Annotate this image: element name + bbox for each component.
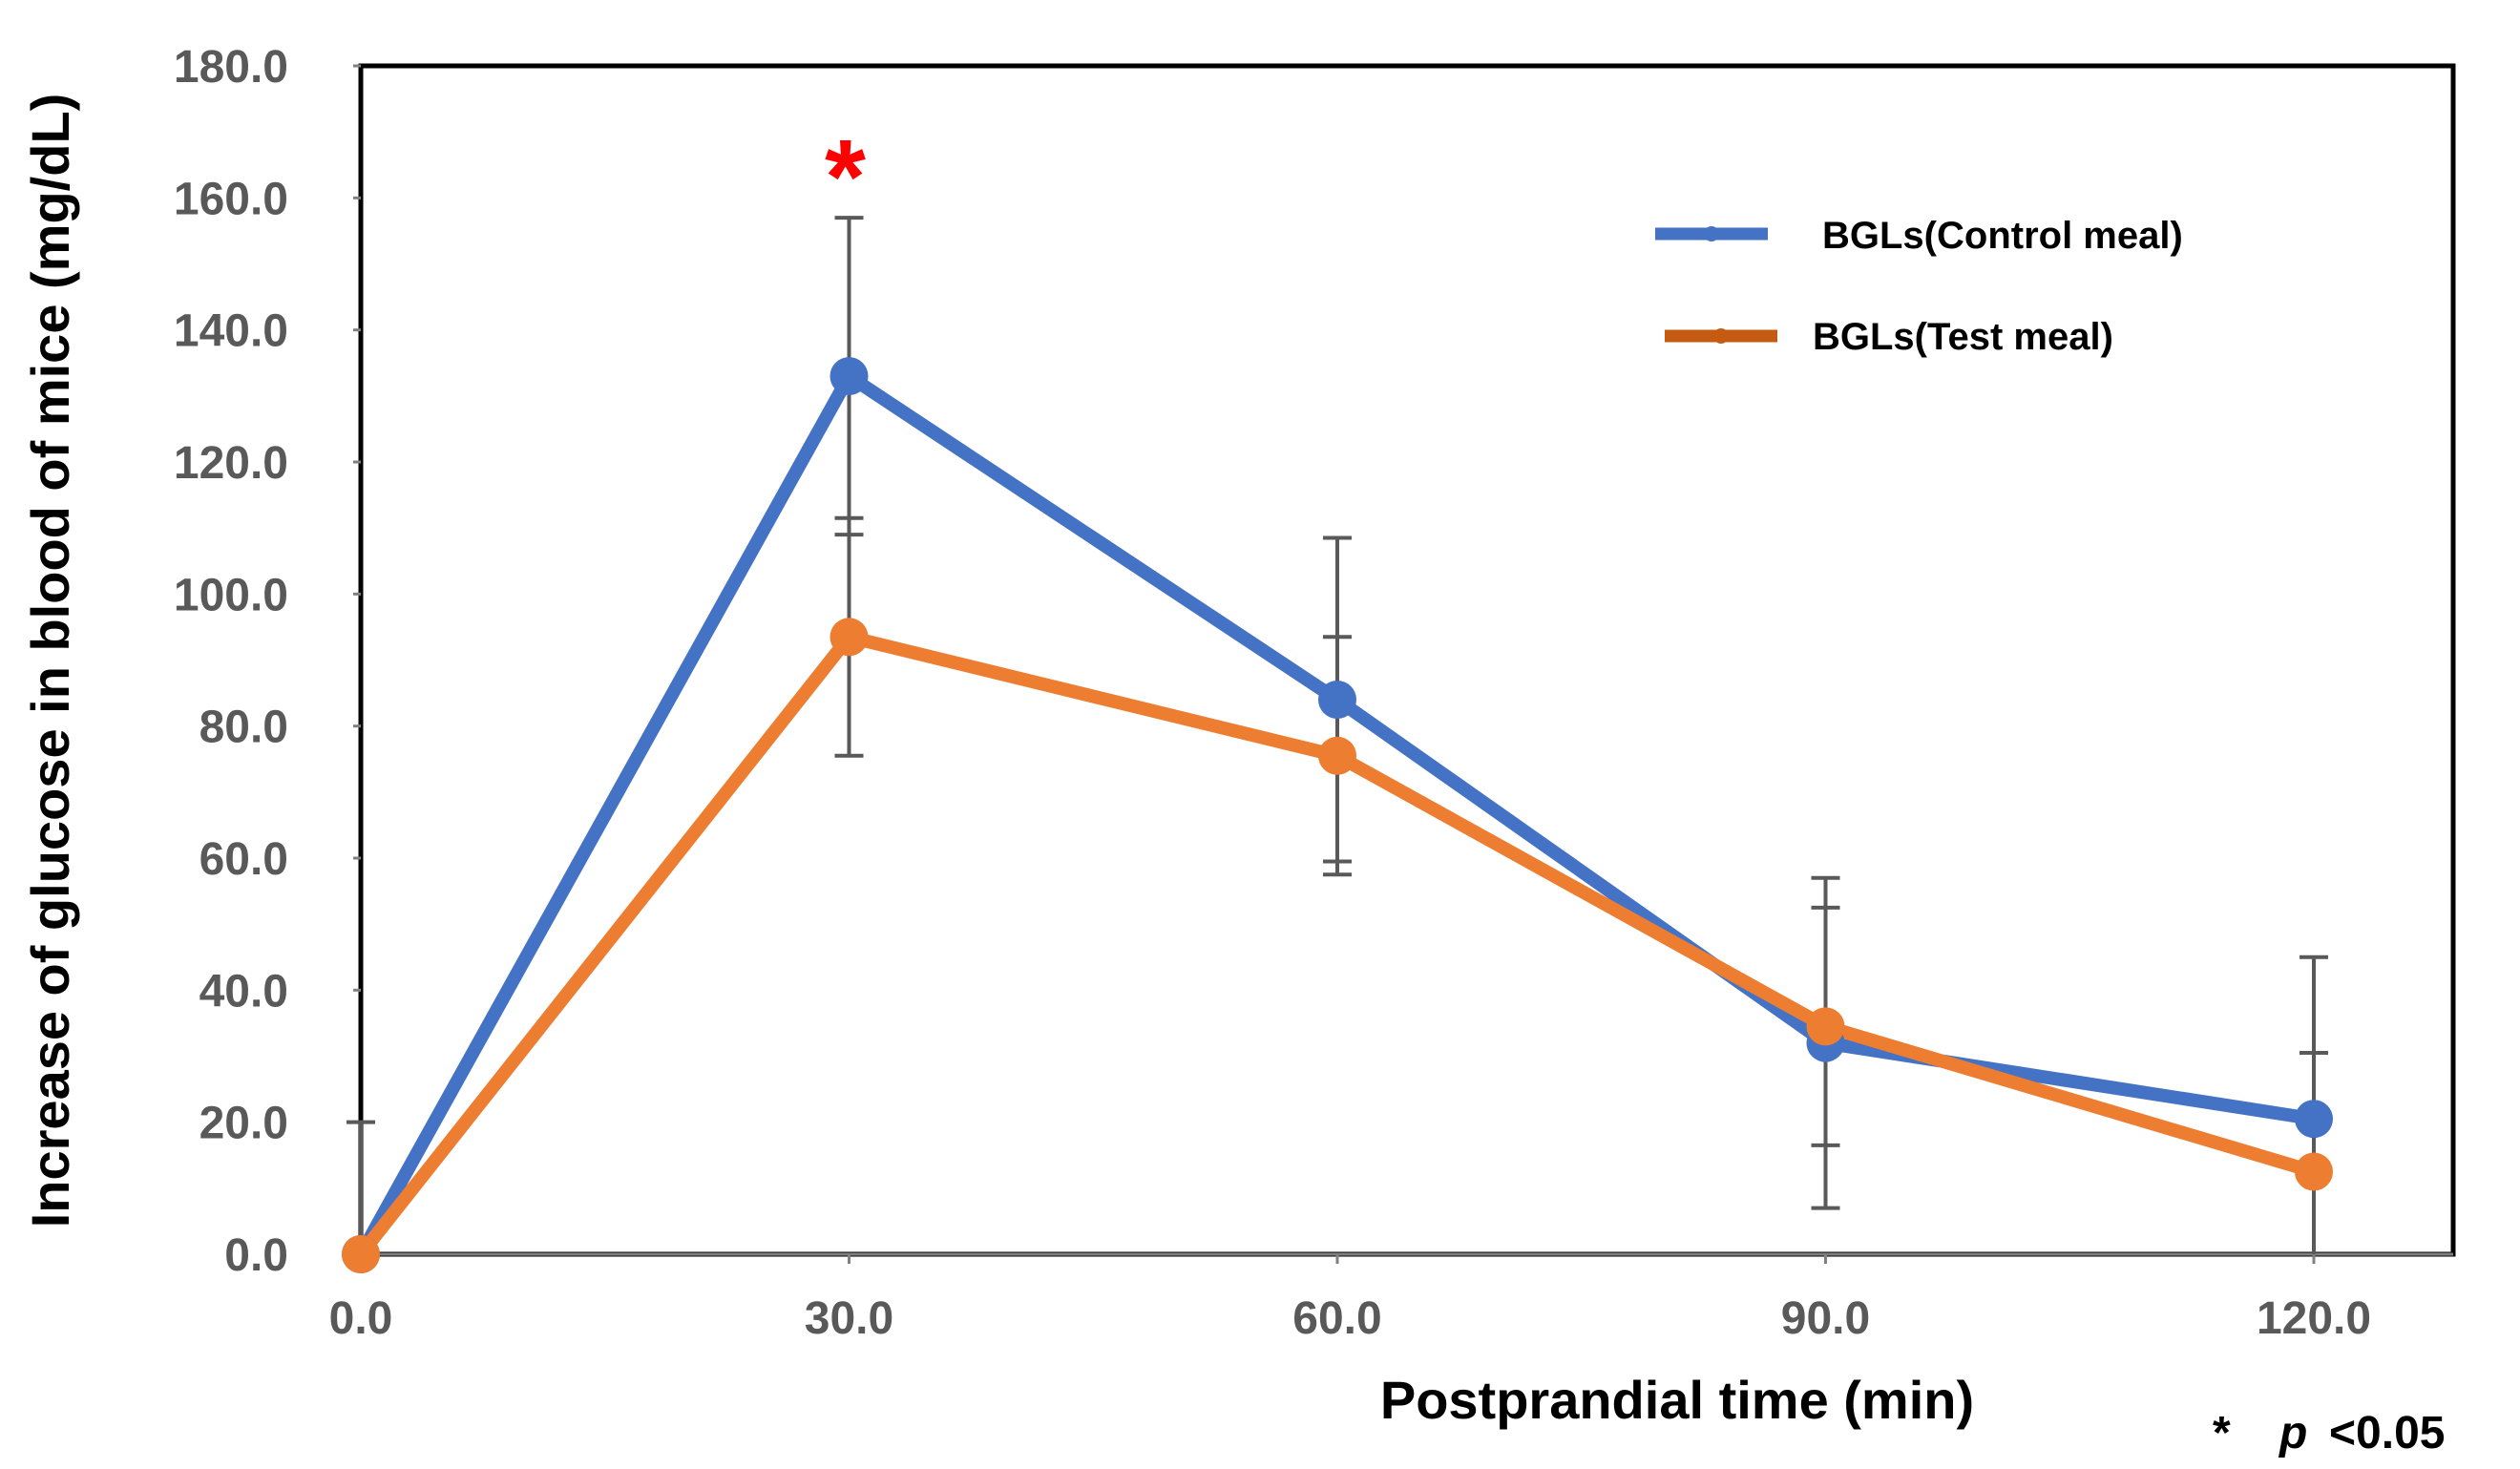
- data-point-control: [2295, 1100, 2333, 1139]
- legend-control-marker: [1704, 226, 1719, 241]
- y-tick-label: 140.0: [174, 306, 288, 357]
- series-markers: [342, 357, 2333, 1273]
- legend: BGLs(Control meal) BGLs(Test meal): [1655, 215, 2183, 358]
- footnote: * p <0.05: [2213, 1408, 2445, 1459]
- data-point-test: [342, 1235, 380, 1273]
- y-tick-label: 180.0: [174, 42, 288, 93]
- footnote-p: p: [2278, 1408, 2307, 1459]
- legend-test-marker: [1713, 328, 1729, 344]
- x-tick-label: 90.0: [1781, 1293, 1870, 1344]
- y-tick-label: 120.0: [174, 438, 288, 489]
- footnote-star: *: [2213, 1408, 2231, 1459]
- y-tick-label: 40.0: [200, 966, 288, 1017]
- y-tick-label: 20.0: [200, 1099, 288, 1149]
- y-tick-label: 0.0: [224, 1230, 288, 1281]
- legend-control-label: BGLs(Control meal): [1822, 215, 2183, 257]
- data-point-test: [830, 618, 869, 657]
- footnote-threshold: <0.05: [2329, 1408, 2445, 1459]
- data-point-test: [2295, 1152, 2333, 1191]
- x-tick-label: 30.0: [805, 1293, 893, 1344]
- plot-area: [358, 63, 2456, 1257]
- y-tick-label: 80.0: [200, 703, 288, 753]
- y-tick-label: 100.0: [174, 570, 288, 620]
- data-point-test: [1806, 1007, 1845, 1046]
- data-point-control: [830, 357, 869, 396]
- y-tick-label: 60.0: [200, 834, 288, 885]
- data-point-test: [1318, 736, 1356, 775]
- y-axis-ticks: 0.0 20.0 40.0 60.0 80.0 100.0 120.0 140.0 160.0 1…: [174, 42, 361, 1281]
- y-tick-label: 160.0: [174, 174, 288, 224]
- x-axis-title: Postprandial time (min): [1380, 1370, 1974, 1430]
- x-axis-ticks: 0.0 30.0 60.0 90.0 120.0: [329, 1254, 2371, 1344]
- x-tick-label: 60.0: [1292, 1293, 1381, 1344]
- x-tick-label: 0.0: [329, 1293, 393, 1344]
- x-tick-label: 120.0: [2257, 1293, 2371, 1344]
- legend-test-label: BGLs(Test meal): [1813, 316, 2113, 358]
- significance-star: *: [825, 118, 866, 236]
- y-axis-title: Increase of glucose in blood of mice (mg…: [20, 94, 80, 1228]
- data-point-control: [1318, 681, 1356, 719]
